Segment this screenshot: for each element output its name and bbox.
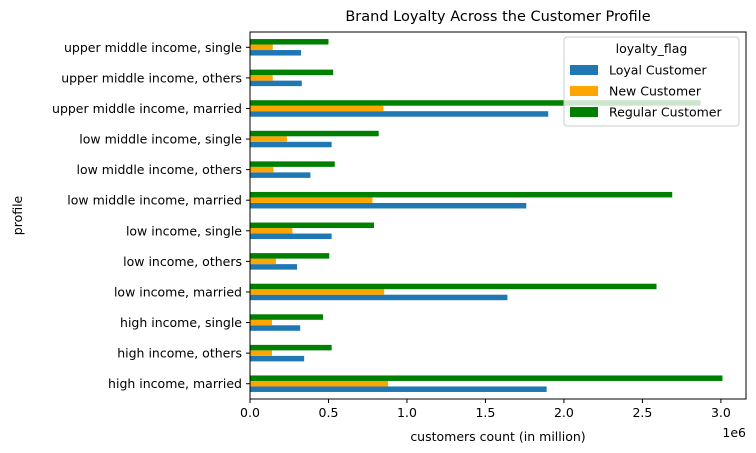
bar-new-customer-upper-middle-income-others xyxy=(250,75,273,81)
bar-new-customer-low-income-married xyxy=(250,289,385,295)
y-axis: high income, married high income, others h… xyxy=(52,40,250,391)
legend-frame xyxy=(563,36,740,127)
bar-loyal-customer-upper-middle-income-others xyxy=(250,80,302,87)
bar-loyal-customer-low-income-married xyxy=(250,294,508,301)
bar-regular-customer-low-middle-income-single xyxy=(250,130,379,137)
y-axis-label: profile xyxy=(10,195,25,235)
bar-regular-customer-low-middle-income-married xyxy=(250,191,673,198)
bar-loyal-customer-low-middle-income-single xyxy=(250,141,332,148)
x-tick-label: 0.0 xyxy=(240,405,260,420)
bar-regular-customer-low-middle-income-others xyxy=(250,161,335,167)
bar-loyal-customer-high-income-married xyxy=(250,386,547,392)
x-tick-label: 0.5 xyxy=(319,405,339,420)
bar-loyal-customer-upper-middle-income-married xyxy=(250,111,549,117)
bar-regular-customer-high-income-married xyxy=(250,375,723,381)
bar-new-customer-high-income-single xyxy=(250,319,272,326)
bar-loyal-customer-low-income-single xyxy=(250,233,332,240)
bar-regular-customer-upper-middle-income-married xyxy=(250,100,701,106)
y-tick-label: high income, married xyxy=(108,376,242,391)
x-axis-label: customers count (in million) xyxy=(410,429,585,444)
bar-regular-customer-high-income-others xyxy=(250,344,332,351)
y-tick-label: low income, married xyxy=(114,284,242,299)
x-tick-label: 1.5 xyxy=(475,405,495,420)
bar-regular-customer-upper-middle-income-others xyxy=(250,69,334,76)
x-tick-label: 1.0 xyxy=(397,405,417,420)
bars-group xyxy=(250,39,723,392)
bar-new-customer-low-income-single xyxy=(250,228,293,234)
legend-swatch-regular-customer xyxy=(570,107,598,117)
x-tick-label: 3.0 xyxy=(711,405,731,420)
bar-new-customer-upper-middle-income-married xyxy=(250,105,384,112)
legend-label-new-customer: New Customer xyxy=(609,84,702,99)
bar-new-customer-high-income-others xyxy=(250,350,272,356)
bar-loyal-customer-low-middle-income-others xyxy=(250,172,311,178)
bar-new-customer-high-income-married xyxy=(250,380,389,387)
legend-swatch-new-customer xyxy=(570,86,598,96)
x-axis-offset-label: 1e6 xyxy=(722,425,746,440)
bar-loyal-customer-high-income-single xyxy=(250,325,301,331)
x-tick-label: 2.0 xyxy=(554,405,574,420)
y-tick-label: upper middle income, others xyxy=(61,70,242,85)
x-tick-label: 2.5 xyxy=(632,405,652,420)
bar-regular-customer-upper-middle-income-single xyxy=(250,39,329,45)
bar-new-customer-low-middle-income-married xyxy=(250,197,373,203)
y-tick-label: low middle income, others xyxy=(76,162,242,177)
bar-loyal-customer-low-middle-income-married xyxy=(250,202,527,209)
bar-loyal-customer-upper-middle-income-single xyxy=(250,50,302,56)
plot-frame xyxy=(249,31,747,400)
legend-label-regular-customer: Regular Customer xyxy=(609,105,722,120)
x-axis: 0.0 0.5 1.0 1.5 2.0 2.5 3.0 xyxy=(240,399,731,420)
y-tick-label: low middle income, married xyxy=(67,193,242,208)
bar-new-customer-upper-middle-income-single xyxy=(250,44,273,51)
bar-new-customer-low-middle-income-others xyxy=(250,166,274,173)
y-tick-label: low income, single xyxy=(126,223,242,238)
legend-label-loyal-customer: Loyal Customer xyxy=(609,63,707,78)
bar-new-customer-low-income-others xyxy=(250,258,276,265)
y-tick-label: high income, others xyxy=(117,346,242,361)
y-tick-label: upper middle income, married xyxy=(52,101,242,116)
legend-swatch-loyal-customer xyxy=(570,65,598,75)
bar-regular-customer-low-income-single xyxy=(250,222,374,229)
y-tick-label: high income, single xyxy=(120,315,242,330)
legend: loyalty_flag Loyal Customer New Customer R… xyxy=(563,36,740,127)
bar-regular-customer-low-income-others xyxy=(250,253,330,259)
chart-title: Brand Loyalty Across the Customer Profil… xyxy=(345,9,650,25)
y-tick-label: upper middle income, single xyxy=(64,40,242,55)
bar-regular-customer-high-income-single xyxy=(250,314,323,320)
bar-loyal-customer-high-income-others xyxy=(250,355,305,362)
bar-new-customer-low-middle-income-single xyxy=(250,136,287,142)
bar-loyal-customer-low-income-others xyxy=(250,264,298,270)
bar-regular-customer-low-income-married xyxy=(250,283,657,290)
y-tick-label: low income, others xyxy=(123,254,242,269)
y-tick-label: low middle income, single xyxy=(79,132,242,147)
legend-title: loyalty_flag xyxy=(616,41,688,56)
